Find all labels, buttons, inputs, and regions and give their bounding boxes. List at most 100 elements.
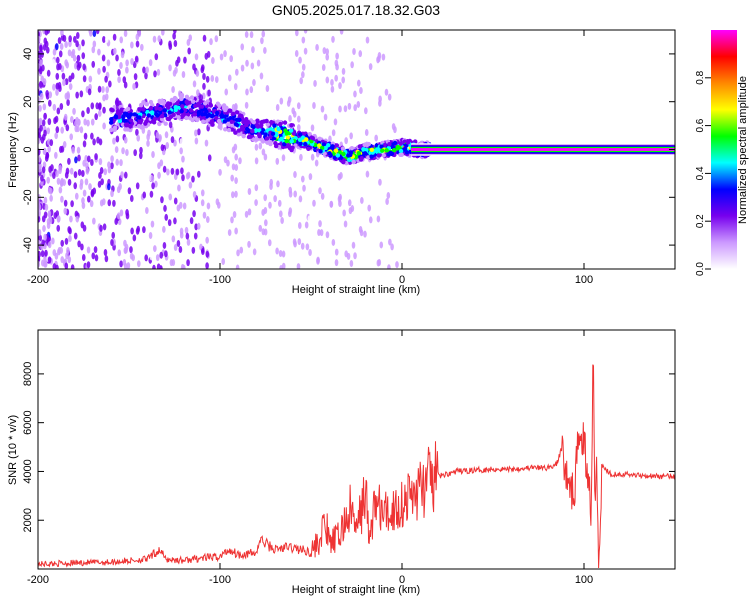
spectrogram-cell [278, 121, 283, 127]
spectrogram-cell [349, 132, 353, 140]
spectrogram-cell [162, 165, 167, 173]
spectrogram-cell [207, 89, 211, 97]
spectrogram-cell [183, 56, 187, 64]
spectrogram-cell [165, 102, 171, 107]
spectrogram-cell [377, 258, 382, 266]
spectrogram-cell [156, 68, 161, 76]
spectrogram-cell [349, 260, 354, 268]
spectrogram-cell [209, 38, 213, 46]
spectrogram-cells [38, 30, 432, 269]
spectrogram-cell [185, 112, 191, 117]
spectrogram-cell [288, 186, 293, 194]
spectrogram-cell [91, 60, 96, 68]
spectrogram-cell [200, 111, 205, 117]
y-tick-label: 0 [22, 146, 34, 152]
spectrogram-cell [235, 264, 240, 269]
spectrogram-cell [200, 189, 205, 197]
spectrogram-cell [74, 156, 78, 164]
spectrogram-cell [77, 240, 81, 248]
spectrogram-cell [200, 66, 205, 74]
spectrogram-cell [70, 116, 74, 124]
spectrogram-cell [391, 147, 397, 153]
spectrogram-cell [359, 86, 363, 94]
spectrogram-cell [245, 59, 249, 67]
spectrogram-cell [405, 140, 411, 145]
spectrogram-cell [343, 105, 348, 113]
spectrogram-cell [265, 85, 270, 93]
spectrogram-cell [41, 133, 46, 141]
spectrogram-cell [157, 98, 162, 104]
spectrogram-cell [38, 96, 41, 104]
spectrogram-cell [387, 264, 391, 269]
spectrogram-cell [99, 199, 104, 207]
spectrogram-cell [161, 99, 166, 104]
spectrogram-cell [118, 183, 122, 191]
spectrogram-cell [108, 120, 114, 125]
spectrogram-cell [331, 35, 335, 43]
spectrogram-cell [388, 238, 392, 246]
spectrogram-cell [110, 155, 114, 163]
spectrogram-cell [91, 172, 96, 180]
spectrogram-cell [341, 151, 346, 157]
spectrogram-cell [102, 122, 106, 130]
spectrogram-cell [251, 46, 255, 54]
spectrogram-cell [171, 85, 175, 93]
spectrogram-cell [59, 43, 64, 51]
spectrogram-cell [63, 199, 68, 207]
spectrogram-cell [38, 203, 42, 211]
spectrogram-cell [356, 151, 361, 156]
spectrogram-cell [97, 109, 102, 117]
spectrogram-cell [353, 104, 357, 112]
spectrogram-cell [192, 210, 196, 218]
spectrogram-cell [84, 154, 88, 162]
spectrogram-cell [122, 76, 127, 84]
spectrogram-cell [269, 183, 273, 191]
spectrogram-cell [297, 238, 302, 246]
spectrogram-cell [80, 243, 84, 251]
spectrogram-cell [327, 151, 332, 156]
spectrogram-cell [138, 152, 143, 160]
spectrogram-cell [88, 30, 93, 37]
spectrogram-cell [69, 133, 74, 141]
spectrogram-cell [67, 49, 72, 57]
spectrogram-cell [81, 52, 86, 60]
spectrogram-cell [55, 88, 59, 96]
spectrogram-cell [346, 153, 351, 158]
spectrogram-cell [48, 99, 52, 107]
spectrogram-cell [97, 103, 102, 111]
spectrogram-cell [41, 215, 46, 223]
spectrogram-cell [210, 74, 215, 82]
spectrogram-cell [110, 190, 114, 198]
spectrogram-cell [252, 79, 256, 87]
spectrogram-cell [369, 147, 375, 153]
spectrogram-cell [104, 255, 109, 263]
spectrogram-cell [296, 124, 301, 132]
spectrogram-cell [67, 178, 72, 186]
spectrogram-cell [288, 128, 294, 133]
spectrogram-cell [344, 250, 349, 258]
spectrogram-cell [202, 211, 207, 219]
spectrogram-cell [263, 194, 267, 202]
spectrogram-cell [191, 175, 195, 183]
spectrogram-cell [54, 132, 58, 140]
spectrogram-cell [368, 216, 373, 224]
spectrogram-cell [211, 57, 215, 65]
spectrogram-cell [250, 204, 255, 212]
spectrogram-cell [90, 118, 95, 126]
spectrogram-cell [38, 155, 41, 163]
spectrogram-cell [103, 249, 108, 257]
spectrogram-cell [123, 136, 128, 144]
spectrogram-cell [64, 262, 69, 269]
spectrogram-cell [135, 227, 140, 235]
colorbar-tick-label: 0.6 [695, 118, 706, 132]
spectrogram-cell [330, 78, 334, 86]
spectrogram-cell [245, 88, 249, 96]
spectrogram-cell [291, 131, 296, 136]
spectrogram-cell [130, 41, 134, 49]
spectrogram-cell [139, 146, 143, 154]
spectrogram-cell [169, 79, 174, 87]
spectrogram-cell [343, 220, 348, 228]
spectrogram-cell [304, 221, 309, 229]
spectrogram-cell [206, 202, 211, 210]
spectrogram-cell [159, 159, 164, 167]
